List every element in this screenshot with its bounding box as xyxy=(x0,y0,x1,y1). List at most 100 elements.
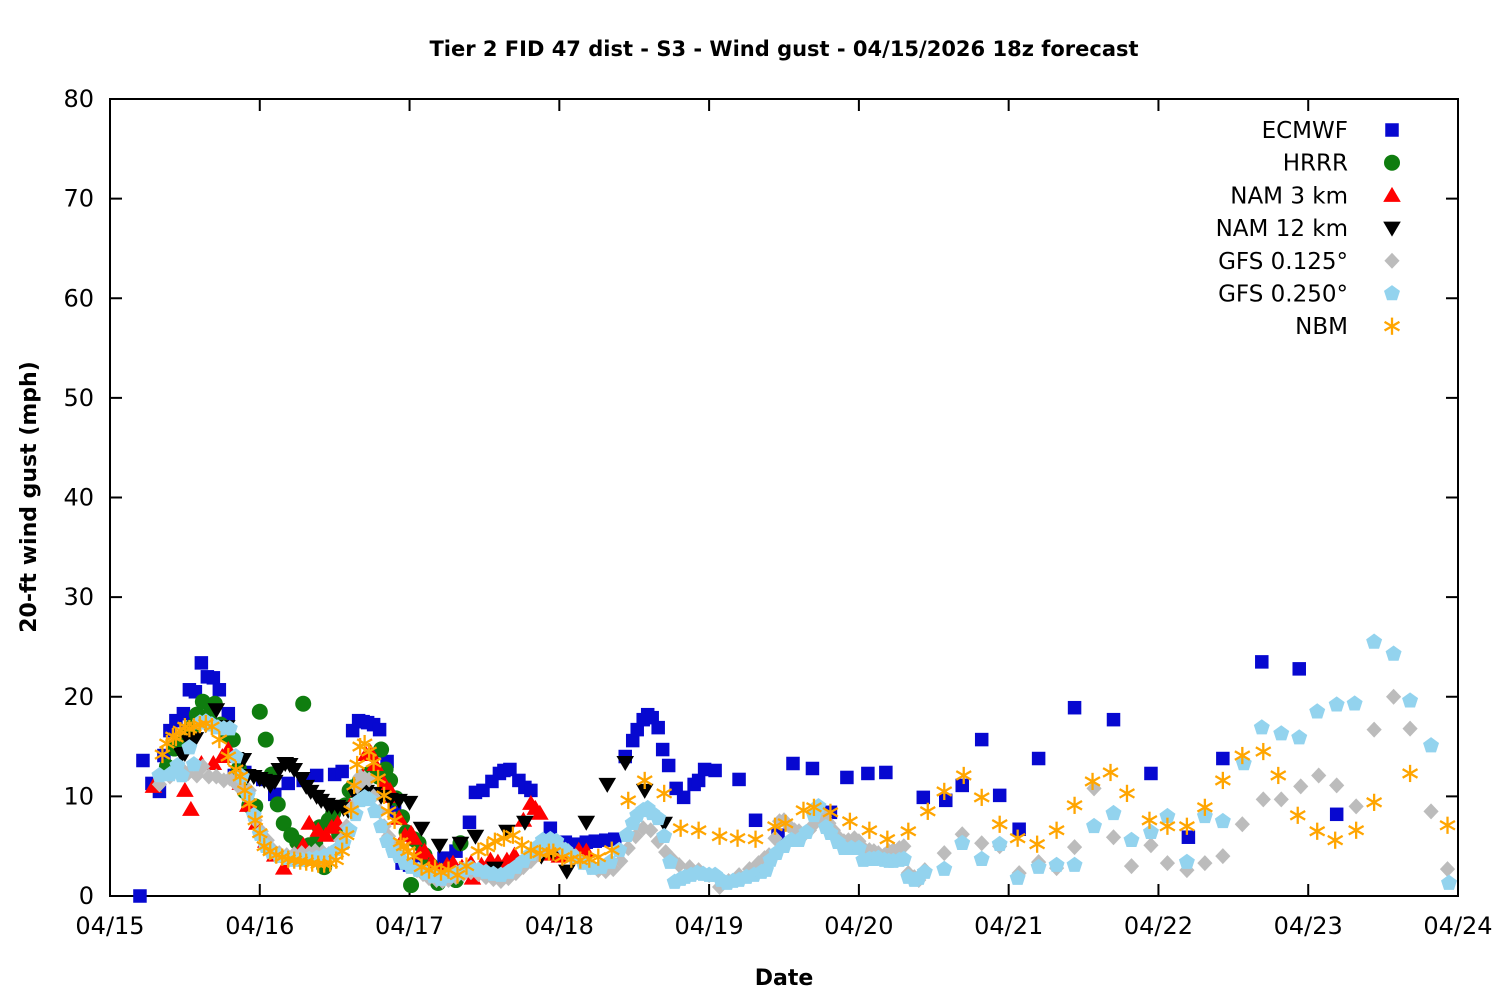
data-point xyxy=(1178,853,1195,869)
data-point xyxy=(588,834,603,848)
data-point xyxy=(222,770,238,787)
data-points-layer xyxy=(133,633,1458,903)
data-point xyxy=(1102,763,1119,782)
x-tick-label: 04/16 xyxy=(225,912,294,940)
data-point xyxy=(1402,720,1418,737)
data-point xyxy=(656,784,673,802)
data-point xyxy=(372,722,387,737)
x-tick-label: 04/21 xyxy=(974,912,1043,940)
data-point xyxy=(590,848,607,866)
data-point xyxy=(936,860,953,876)
data-point xyxy=(412,821,431,837)
data-point xyxy=(403,877,420,894)
data-point xyxy=(1234,816,1250,833)
data-point xyxy=(991,835,1008,851)
data-point xyxy=(650,809,667,826)
data-point xyxy=(1142,823,1159,840)
data-point xyxy=(708,763,722,778)
data-point xyxy=(1255,791,1271,808)
data-point xyxy=(1366,721,1382,738)
data-point xyxy=(643,822,659,839)
data-point xyxy=(954,834,971,850)
data-point xyxy=(1086,817,1103,834)
data-point xyxy=(919,802,936,820)
y-axis-label: 20-ft wind gust (mph) xyxy=(17,361,42,633)
data-point xyxy=(1009,869,1026,885)
data-point xyxy=(603,841,620,859)
data-point xyxy=(805,798,822,816)
data-point xyxy=(1123,831,1140,848)
data-point xyxy=(936,782,953,800)
data-point xyxy=(176,781,194,797)
data-point xyxy=(711,827,728,845)
data-point xyxy=(1106,712,1121,727)
data-point xyxy=(1159,807,1176,824)
data-point xyxy=(1196,798,1213,816)
data-point xyxy=(335,764,349,779)
data-point xyxy=(1292,662,1306,676)
data-point xyxy=(900,822,917,840)
y-tick-label: 50 xyxy=(63,384,94,412)
data-point xyxy=(1346,695,1363,711)
y-tick-label: 40 xyxy=(63,484,94,512)
legend-label: NBM xyxy=(1295,314,1348,340)
data-point xyxy=(133,889,147,903)
data-point xyxy=(185,756,202,772)
data-point xyxy=(747,830,764,848)
data-point xyxy=(974,732,989,747)
data-point xyxy=(879,765,893,780)
data-point xyxy=(413,858,430,876)
data-point xyxy=(386,811,403,829)
data-point xyxy=(620,791,637,809)
data-point xyxy=(207,703,226,719)
x-tick-label: 04/23 xyxy=(1274,912,1343,940)
data-point xyxy=(732,772,746,787)
data-point xyxy=(349,755,366,774)
data-point xyxy=(598,777,617,793)
legend-marker-gfs-0-250-icon xyxy=(1384,285,1400,301)
data-point xyxy=(861,821,878,839)
data-point xyxy=(229,777,245,794)
data-point xyxy=(531,804,549,820)
data-point xyxy=(236,781,253,799)
x-tick-label: 04/24 xyxy=(1423,912,1492,940)
data-point xyxy=(449,866,466,884)
data-point xyxy=(173,767,190,783)
data-point xyxy=(400,795,419,811)
data-point xyxy=(285,762,304,778)
legend-item-nam-12-km: NAM 12 km xyxy=(1216,216,1401,242)
data-point xyxy=(543,821,558,836)
data-point xyxy=(176,706,191,721)
data-point xyxy=(504,826,521,844)
legend-label: GFS 0.250° xyxy=(1218,282,1348,308)
data-point xyxy=(1141,811,1158,829)
data-point xyxy=(577,815,596,831)
data-point xyxy=(916,790,931,805)
data-point xyxy=(1439,861,1456,878)
data-point xyxy=(1255,742,1272,761)
data-point xyxy=(373,741,390,758)
data-point xyxy=(406,847,423,865)
data-point xyxy=(1402,692,1419,708)
data-point xyxy=(1270,766,1287,785)
data-point xyxy=(1048,821,1065,839)
data-point xyxy=(955,766,972,785)
data-point xyxy=(841,812,858,830)
data-point xyxy=(151,776,168,793)
data-point xyxy=(1439,816,1456,834)
data-point xyxy=(367,802,384,819)
data-point xyxy=(195,758,211,775)
legend-item-nbm: NBM xyxy=(1295,314,1401,340)
data-point xyxy=(676,790,691,805)
data-point xyxy=(1214,812,1231,829)
y-tick-label: 0 xyxy=(79,882,94,910)
chart-title: Tier 2 FID 47 dist - S3 - Wind gust - 04… xyxy=(429,37,1138,61)
data-point xyxy=(613,853,629,870)
data-point xyxy=(973,788,990,806)
data-point xyxy=(211,730,228,749)
series-nbm xyxy=(154,715,1456,884)
data-point xyxy=(1291,729,1308,745)
x-tick-label: 04/17 xyxy=(375,912,444,940)
data-point xyxy=(1441,874,1458,890)
